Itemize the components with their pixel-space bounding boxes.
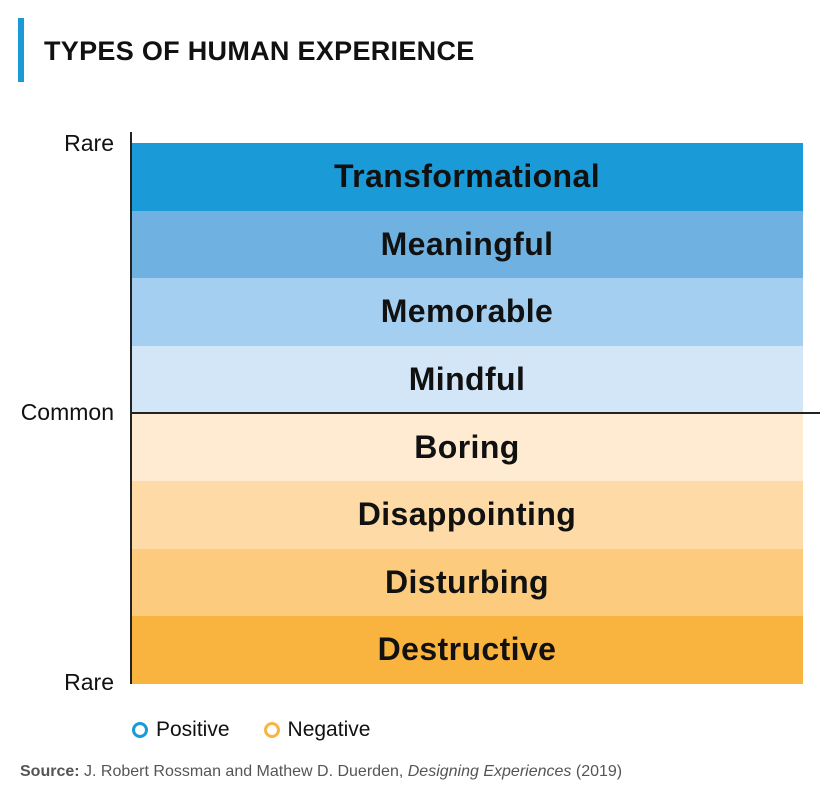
legend-label-positive: Positive [156,718,230,741]
band-boring: Boring [131,413,803,481]
negative-circle-icon [263,722,280,738]
y-label-middle: Common [20,399,114,425]
y-label-top: Rare [64,130,114,156]
title-accent-bar [18,18,24,82]
band-transformational: Transformational [131,143,803,211]
vertical-axis [130,132,132,684]
band-disturbing: Disturbing [131,548,803,617]
legend-item-negative: Negative [263,718,371,742]
y-label-bottom: Rare [64,669,114,695]
band-disappointing: Disappointing [131,481,803,549]
band-meaningful: Meaningful [131,210,803,279]
legend: Positive Negative [132,718,404,742]
source-note: Source: J. Robert Rossman and Mathew D. … [20,763,622,781]
positive-circle-icon [132,722,148,738]
legend-item-positive: Positive [132,718,230,742]
source-prefix: Source: [20,763,80,780]
common-divider-line [130,412,820,414]
legend-label-negative: Negative [287,718,371,741]
source-year: (2019) [575,763,623,780]
band-destructive: Destructive [131,616,803,684]
source-authors: J. Robert Rossman and Mathew D. Duerden, [84,763,404,780]
source-book-title: Designing Experiences [407,763,572,780]
page-title: TYPES OF HUMAN EXPERIENCE [44,36,475,66]
band-mindful: Mindful [131,345,803,414]
band-memorable: Memorable [131,278,803,346]
